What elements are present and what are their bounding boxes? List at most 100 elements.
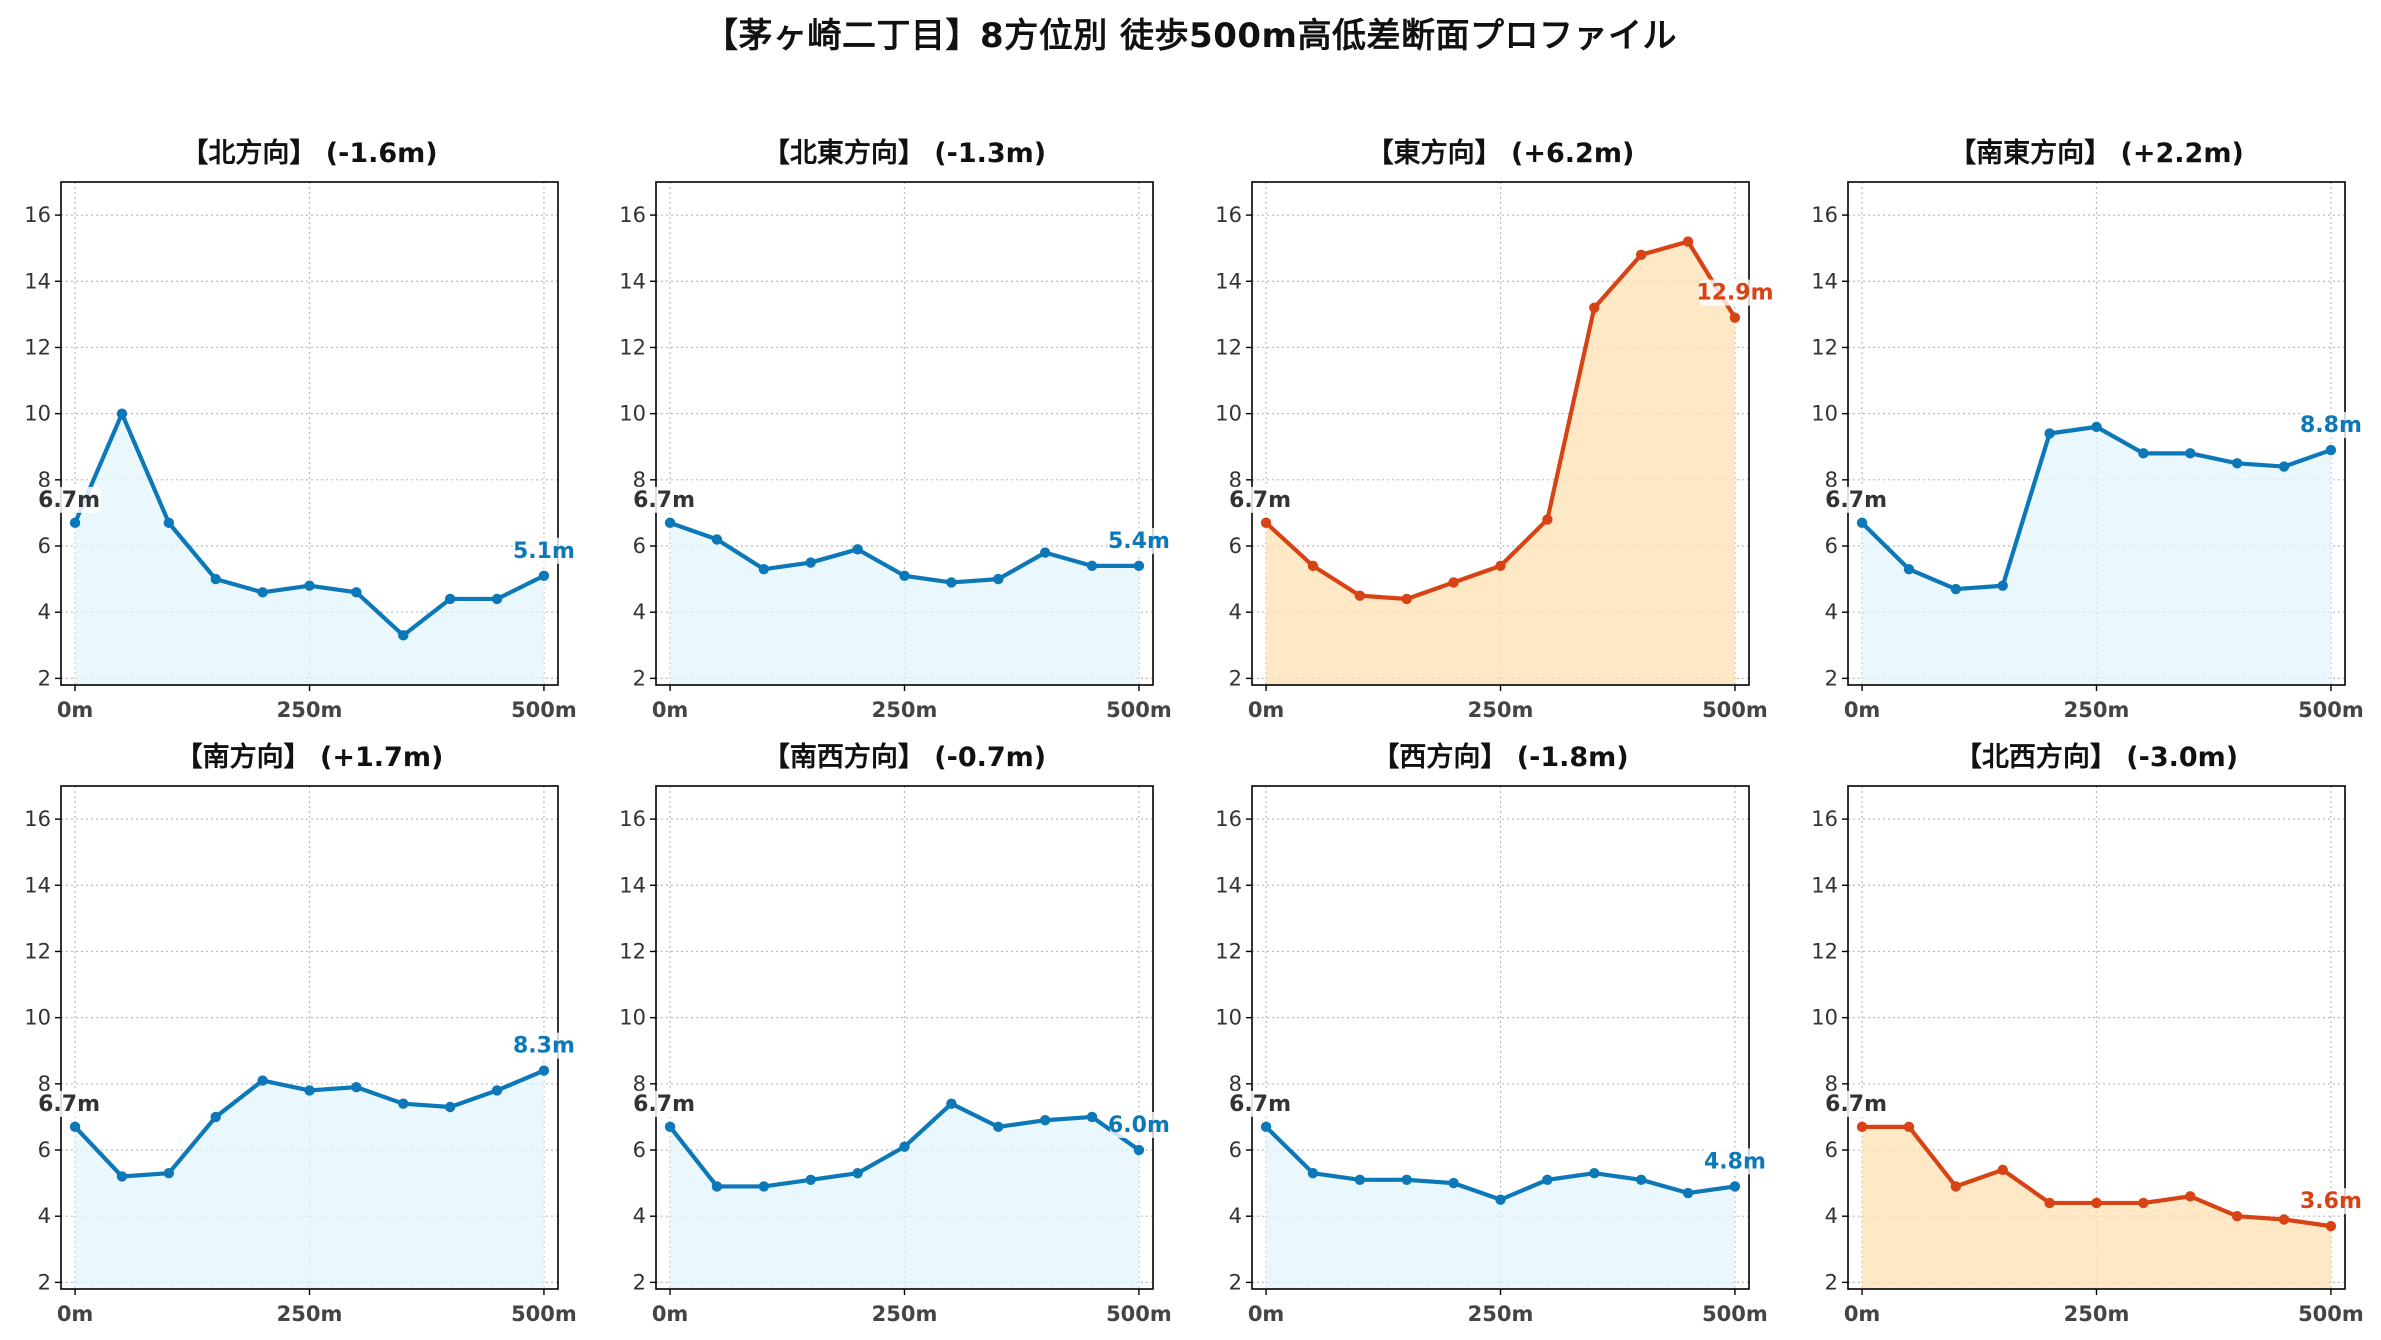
y-tick-label: 4	[38, 1204, 51, 1228]
data-point	[2044, 1197, 2055, 1209]
elevation-area	[1266, 1126, 1735, 1289]
x-tick-label: 0m	[57, 698, 94, 722]
panel-title: 【南西方向】 (-0.7m)	[763, 741, 1046, 773]
data-point	[1635, 249, 1647, 261]
data-point	[1589, 1167, 1600, 1179]
chart-panel: 【東方向】 (+6.2m) 2 4 6 8 10 12 14 16 0m 250m 500m 6.7m 1…	[1215, 137, 1773, 722]
y-tick-label: 12	[619, 939, 646, 963]
y-tick-label: 16	[1811, 807, 1838, 831]
data-point	[1542, 514, 1553, 525]
y-tick-label: 6	[38, 534, 51, 558]
start-label-bg	[632, 486, 697, 513]
data-point	[1401, 593, 1412, 605]
y-tick-label: 4	[38, 600, 51, 624]
x-tick-label: 0m	[1844, 1302, 1881, 1326]
y-tick-label: 4	[1229, 600, 1242, 624]
data-point	[163, 517, 175, 529]
end-label-bg	[1699, 279, 1771, 306]
data-point	[852, 1167, 863, 1179]
data-point	[257, 587, 268, 598]
elevation-area	[1862, 426, 2331, 685]
end-elevation-label: 5.1m	[513, 539, 575, 564]
y-tick-label: 12	[1811, 939, 1838, 963]
page-title: 【茅ヶ崎二丁目】8方位別 徒歩500m高低差断面プロファイル	[704, 16, 1677, 56]
data-point	[2091, 421, 2102, 433]
data-point	[2044, 428, 2055, 439]
data-point	[1495, 560, 1506, 572]
end-elevation-label: 12.9m	[1696, 281, 1773, 306]
end-elevation-label: 4.8m	[1704, 1149, 1766, 1174]
data-point	[664, 517, 676, 529]
elevation-area	[75, 1070, 544, 1289]
end-label-bg	[2301, 1188, 2360, 1215]
y-tick-label: 8	[38, 468, 51, 492]
y-tick-label: 6	[1825, 1138, 1838, 1162]
y-tick-label: 6	[38, 1138, 51, 1162]
x-tick-label: 250m	[1468, 698, 1534, 722]
data-point	[398, 630, 409, 641]
data-point	[1542, 1174, 1553, 1185]
x-tick-label: 500m	[1702, 698, 1768, 722]
y-tick-label: 2	[1825, 1270, 1838, 1294]
data-point	[1448, 577, 1459, 588]
x-tick-label: 250m	[2064, 1302, 2130, 1326]
data-point	[1086, 560, 1098, 572]
x-tick-label: 0m	[652, 698, 689, 722]
y-tick-label: 10	[1215, 402, 1242, 426]
x-tick-label: 500m	[1106, 698, 1172, 722]
data-point	[1997, 580, 2008, 591]
x-tick-label: 250m	[1468, 1302, 1534, 1326]
x-tick-label: 500m	[511, 1302, 577, 1326]
data-point	[946, 1098, 957, 1109]
data-point	[805, 557, 816, 568]
y-tick-label: 14	[1811, 873, 1838, 897]
data-point	[852, 544, 863, 555]
data-point	[2231, 1210, 2243, 1222]
y-tick-label: 12	[24, 939, 51, 963]
x-tick-label: 0m	[1844, 698, 1881, 722]
data-point	[1401, 1174, 1412, 1185]
data-point	[1039, 1115, 1051, 1126]
y-tick-label: 6	[1825, 534, 1838, 558]
data-point	[899, 1141, 910, 1152]
data-point	[116, 1171, 128, 1182]
y-tick-label: 10	[1811, 402, 1838, 426]
y-tick-label: 6	[633, 1138, 646, 1162]
data-point	[1903, 1121, 1915, 1133]
y-tick-label: 16	[24, 203, 51, 227]
data-point	[351, 1081, 362, 1093]
panel-title: 【西方向】 (-1.8m)	[1372, 741, 1628, 773]
data-point	[899, 570, 910, 581]
end-label-bg	[514, 1032, 573, 1059]
data-point	[257, 1075, 268, 1086]
data-point	[1354, 590, 1366, 601]
start-label-bg	[1824, 1090, 1889, 1117]
data-point	[1260, 1121, 1272, 1133]
data-point	[538, 1065, 550, 1076]
data-point	[444, 593, 456, 605]
data-point	[711, 1181, 723, 1192]
data-point	[69, 517, 81, 529]
x-tick-label: 0m	[652, 1302, 689, 1326]
data-point	[805, 1174, 816, 1185]
panel-title: 【東方向】 (+6.2m)	[1367, 137, 1635, 169]
y-tick-label: 16	[24, 807, 51, 831]
chart-panel: 【南東方向】 (+2.2m) 2 4 6 8 10 12 14 16 0m 250m 500m 6.7m…	[1811, 137, 2364, 722]
panel-title: 【南東方向】 (+2.2m)	[1949, 137, 2244, 169]
x-tick-label: 0m	[57, 1302, 94, 1326]
y-tick-label: 10	[1811, 1006, 1838, 1030]
data-point	[1495, 1194, 1506, 1205]
end-elevation-label: 3.6m	[2300, 1189, 2362, 1214]
y-tick-label: 2	[633, 1270, 646, 1294]
end-elevation-label: 5.4m	[1108, 529, 1170, 554]
data-point	[664, 1121, 676, 1133]
x-tick-label: 0m	[1248, 698, 1285, 722]
x-tick-label: 500m	[2298, 1302, 2364, 1326]
y-tick-label: 2	[1229, 1270, 1242, 1294]
start-label-bg	[37, 1090, 102, 1117]
data-point	[946, 577, 957, 588]
end-label-bg	[1109, 1112, 1168, 1139]
start-elevation-label: 6.7m	[1825, 1092, 1887, 1117]
y-tick-label: 8	[1825, 468, 1838, 492]
panel-title: 【北西方向】 (-3.0m)	[1955, 741, 2238, 773]
